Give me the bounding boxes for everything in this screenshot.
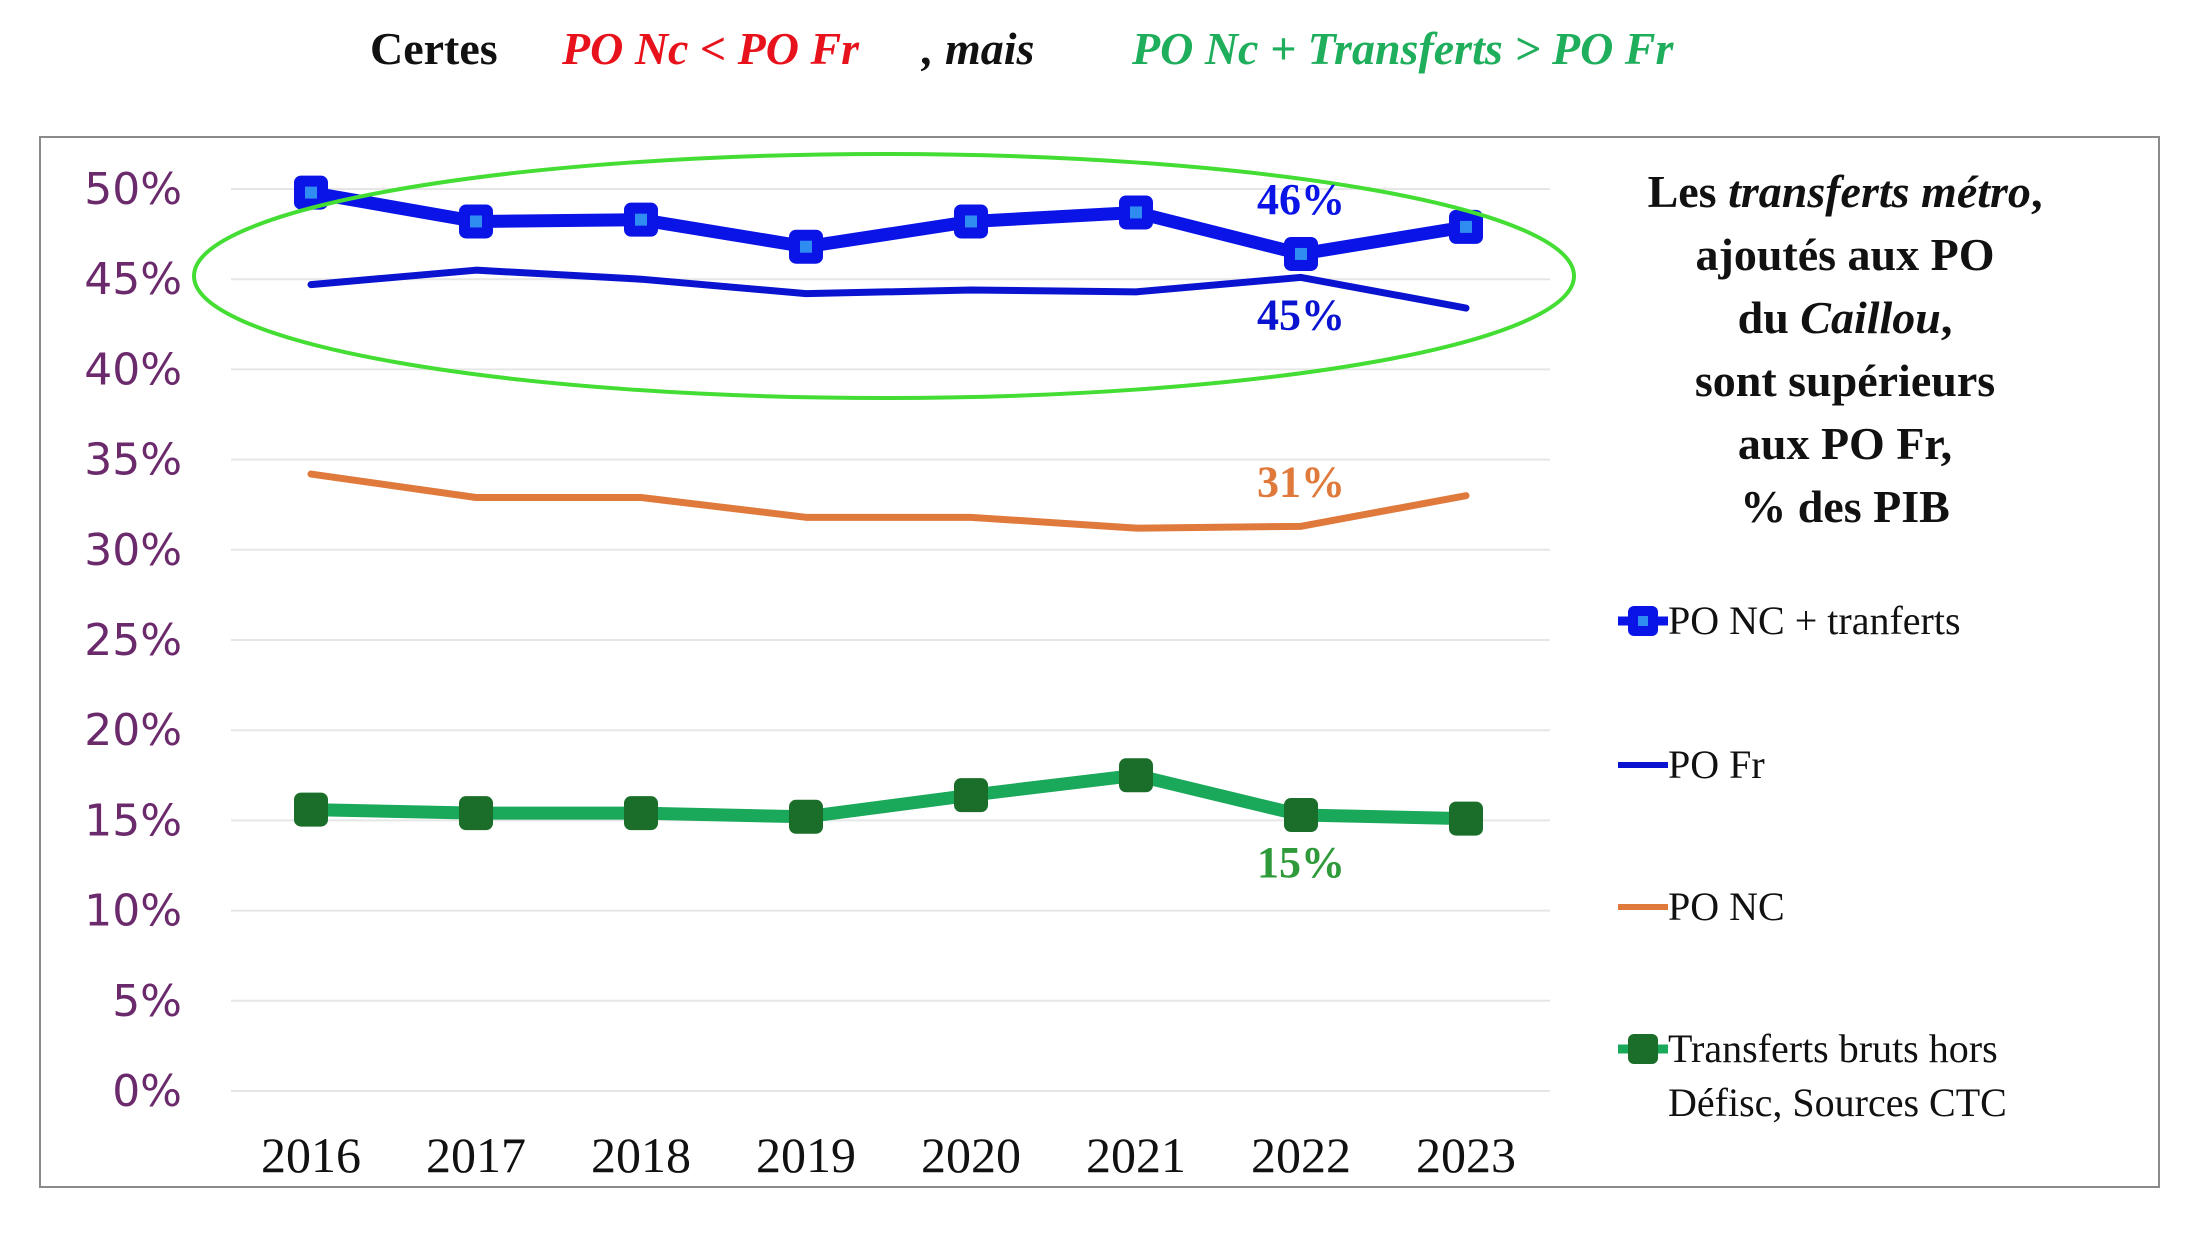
- y-tick-label: 5%: [112, 976, 182, 1027]
- data-point-transferts: [624, 796, 658, 831]
- title-part-certes: Certes: [370, 23, 498, 74]
- y-tick-label: 10%: [84, 886, 182, 937]
- data-label-po-nc-transferts: 46%: [1257, 175, 1345, 224]
- gridlines: [231, 188, 1550, 1092]
- data-label-transferts: 15%: [1257, 838, 1345, 887]
- side-annotation: Les transferts métro, ajoutés aux PO du …: [1570, 160, 2120, 538]
- series-line-po-nc: [307, 470, 1470, 532]
- series-po-nc-transferts: [294, 175, 1483, 271]
- legend-item-po-nc-transferts[interactable]: PO NC + tranferts: [1618, 594, 1961, 648]
- legend-item-po-nc[interactable]: PO NC: [1618, 880, 1785, 934]
- y-tick-label: 50%: [84, 164, 182, 215]
- x-tick-label: 2019: [756, 1127, 856, 1183]
- y-tick-label: 20%: [84, 705, 182, 756]
- chart-frame: [39, 136, 2160, 1188]
- x-axis-labels: 2016 2017 2018 2019 2020 2021 2022 2023: [261, 1127, 1516, 1183]
- y-tick-label: 15%: [84, 795, 182, 846]
- data-label-po-nc: 31%: [1257, 457, 1345, 506]
- y-tick-label: 35%: [84, 435, 182, 486]
- y-tick-label: 30%: [84, 525, 182, 576]
- series-po-fr: [307, 266, 1470, 312]
- data-point-center: [1460, 220, 1472, 233]
- data-point-transferts: [954, 778, 988, 813]
- side-note-line-1: Les transferts métro,: [1647, 166, 2043, 217]
- data-point-transferts: [459, 796, 493, 831]
- legend-item-po-fr[interactable]: PO Fr: [1618, 738, 1765, 792]
- x-tick-label: 2023: [1416, 1127, 1516, 1183]
- data-point-transferts: [1449, 801, 1483, 836]
- data-point-center: [800, 240, 812, 253]
- title-part-po-nc-plus-transferts: PO Nc + Transferts > PO Fr: [1132, 23, 1674, 74]
- legend-label: PO Fr: [1668, 742, 1765, 787]
- data-point-transferts: [294, 792, 328, 827]
- legend-label-line-1: Transferts bruts hors: [1668, 1026, 1998, 1071]
- data-point-center: [635, 213, 647, 226]
- side-note-line-6: % des PIB: [1740, 481, 1950, 532]
- data-labels: 46% 45% 31% 15%: [1257, 175, 1345, 887]
- y-tick-label: 25%: [84, 615, 182, 666]
- data-point-transferts: [1284, 797, 1318, 832]
- title-part-mais: , mais: [922, 23, 1035, 74]
- series-line-transferts: [304, 768, 1473, 826]
- legend-line-blue-icon: [1618, 762, 1668, 768]
- y-tick-label: 45%: [84, 254, 182, 305]
- legend-marker-square-blue-icon: [1618, 606, 1668, 636]
- x-tick-label: 2021: [1086, 1127, 1186, 1183]
- side-note-line-2: ajoutés aux PO: [1695, 229, 1995, 280]
- legend-label-line-2: Défisc, Sources CTC: [1668, 1080, 2007, 1125]
- series-transferts: [294, 758, 1483, 836]
- side-note-line-3: du Caillou,: [1737, 292, 1953, 343]
- data-point-center: [1130, 206, 1142, 219]
- series-line-po-nc-transferts: [304, 186, 1473, 261]
- x-tick-label: 2022: [1251, 1127, 1351, 1183]
- data-point-center: [305, 186, 317, 199]
- data-label-po-fr: 45%: [1257, 290, 1345, 339]
- x-tick-label: 2020: [921, 1127, 1021, 1183]
- x-tick-label: 2016: [261, 1127, 361, 1183]
- x-tick-label: 2017: [426, 1127, 526, 1183]
- y-tick-label: 0%: [112, 1066, 182, 1117]
- data-point-center: [1295, 247, 1307, 260]
- legend-label: PO NC + tranferts: [1668, 598, 1961, 643]
- y-axis-labels: 0% 5% 10% 15% 20% 25% 30% 35% 40% 45% 50%: [84, 164, 182, 1117]
- legend-label: PO NC: [1668, 884, 1785, 929]
- legend-line-orange-icon: [1618, 904, 1668, 910]
- highlight-ellipse: [192, 152, 1576, 400]
- data-point-transferts: [789, 799, 823, 834]
- series-line-po-fr: [307, 266, 1470, 312]
- data-point-center: [965, 215, 977, 228]
- side-note-line-4: sont supérieurs: [1694, 355, 1996, 406]
- x-tick-label: 2018: [591, 1127, 691, 1183]
- data-point-center: [470, 215, 482, 228]
- series-po-nc: [307, 470, 1470, 532]
- legend-marker-square-green-icon: [1618, 1034, 1668, 1064]
- title-part-po-nc-lt-po-fr: PO Nc < PO Fr: [562, 23, 860, 74]
- legend-item-transferts[interactable]: Transferts bruts hors Défisc, Sources CT…: [1618, 1022, 2007, 1130]
- side-note-line-5: aux PO Fr,: [1737, 418, 1953, 469]
- data-point-transferts: [1119, 758, 1153, 793]
- series-group: [294, 175, 1483, 836]
- y-tick-label: 40%: [84, 344, 182, 395]
